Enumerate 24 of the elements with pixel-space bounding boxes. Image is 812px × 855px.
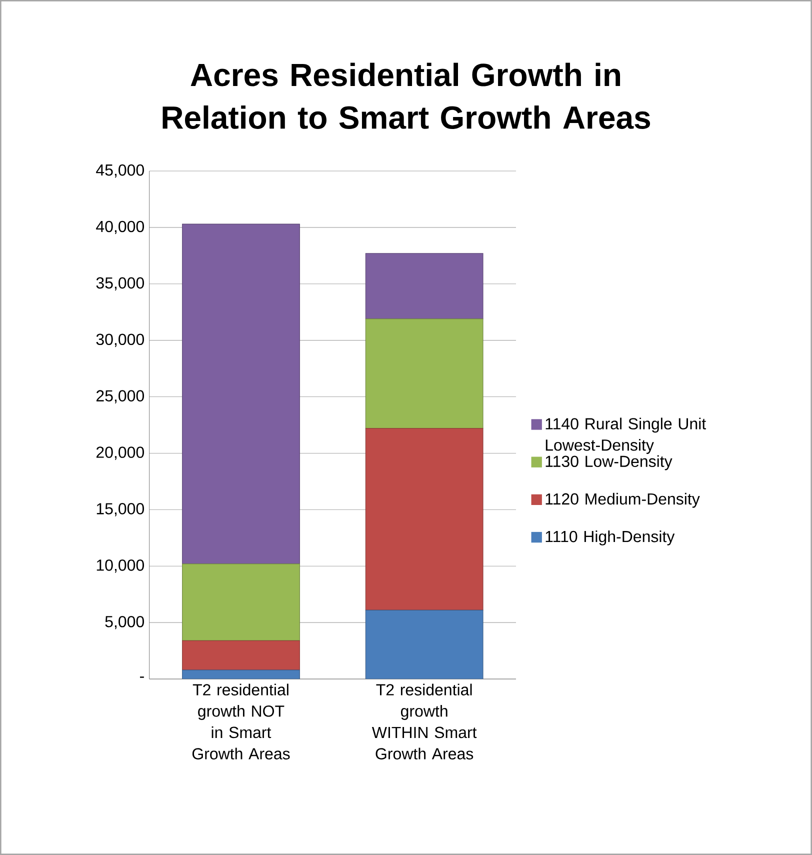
y-tick-label: 5,000: [105, 616, 144, 630]
y-tick-label: 15,000: [96, 503, 144, 516]
y-tick-label: 10,000: [96, 560, 144, 573]
y-tick-label: 20,000: [96, 446, 144, 460]
bar: [365, 610, 484, 679]
bar: [365, 318, 484, 429]
legend-label: 1140 Rural Single Unit Lowest-Density: [546, 418, 706, 454]
legend-label: 1110 High-Density: [546, 530, 675, 546]
y-tick-label: 25,000: [96, 390, 144, 404]
y-tick-label: 30,000: [96, 334, 144, 347]
y-tick-label: -: [140, 676, 144, 678]
y-tick-label: 45,000: [96, 164, 144, 178]
bar: [365, 428, 484, 610]
legend-label: 1130 Low-Density: [546, 455, 672, 470]
bar: [182, 564, 300, 641]
bar: [182, 640, 300, 670]
legend-label: 1120 Medium-Density: [546, 492, 700, 508]
x-tick-label: T2 residential growth WITHIN Smart Growth Areas: [372, 684, 477, 760]
bar: [365, 253, 484, 320]
chart-title: Acres Residential Growth in Relation to Smart Growth Areas: [162, 62, 650, 129]
y-tick-label: 40,000: [96, 220, 144, 234]
y-tick-label: 35,000: [96, 277, 144, 290]
x-tick-label: T2 residential growth NOT in Smart Growth Areas: [192, 684, 290, 760]
bar: [182, 224, 300, 564]
